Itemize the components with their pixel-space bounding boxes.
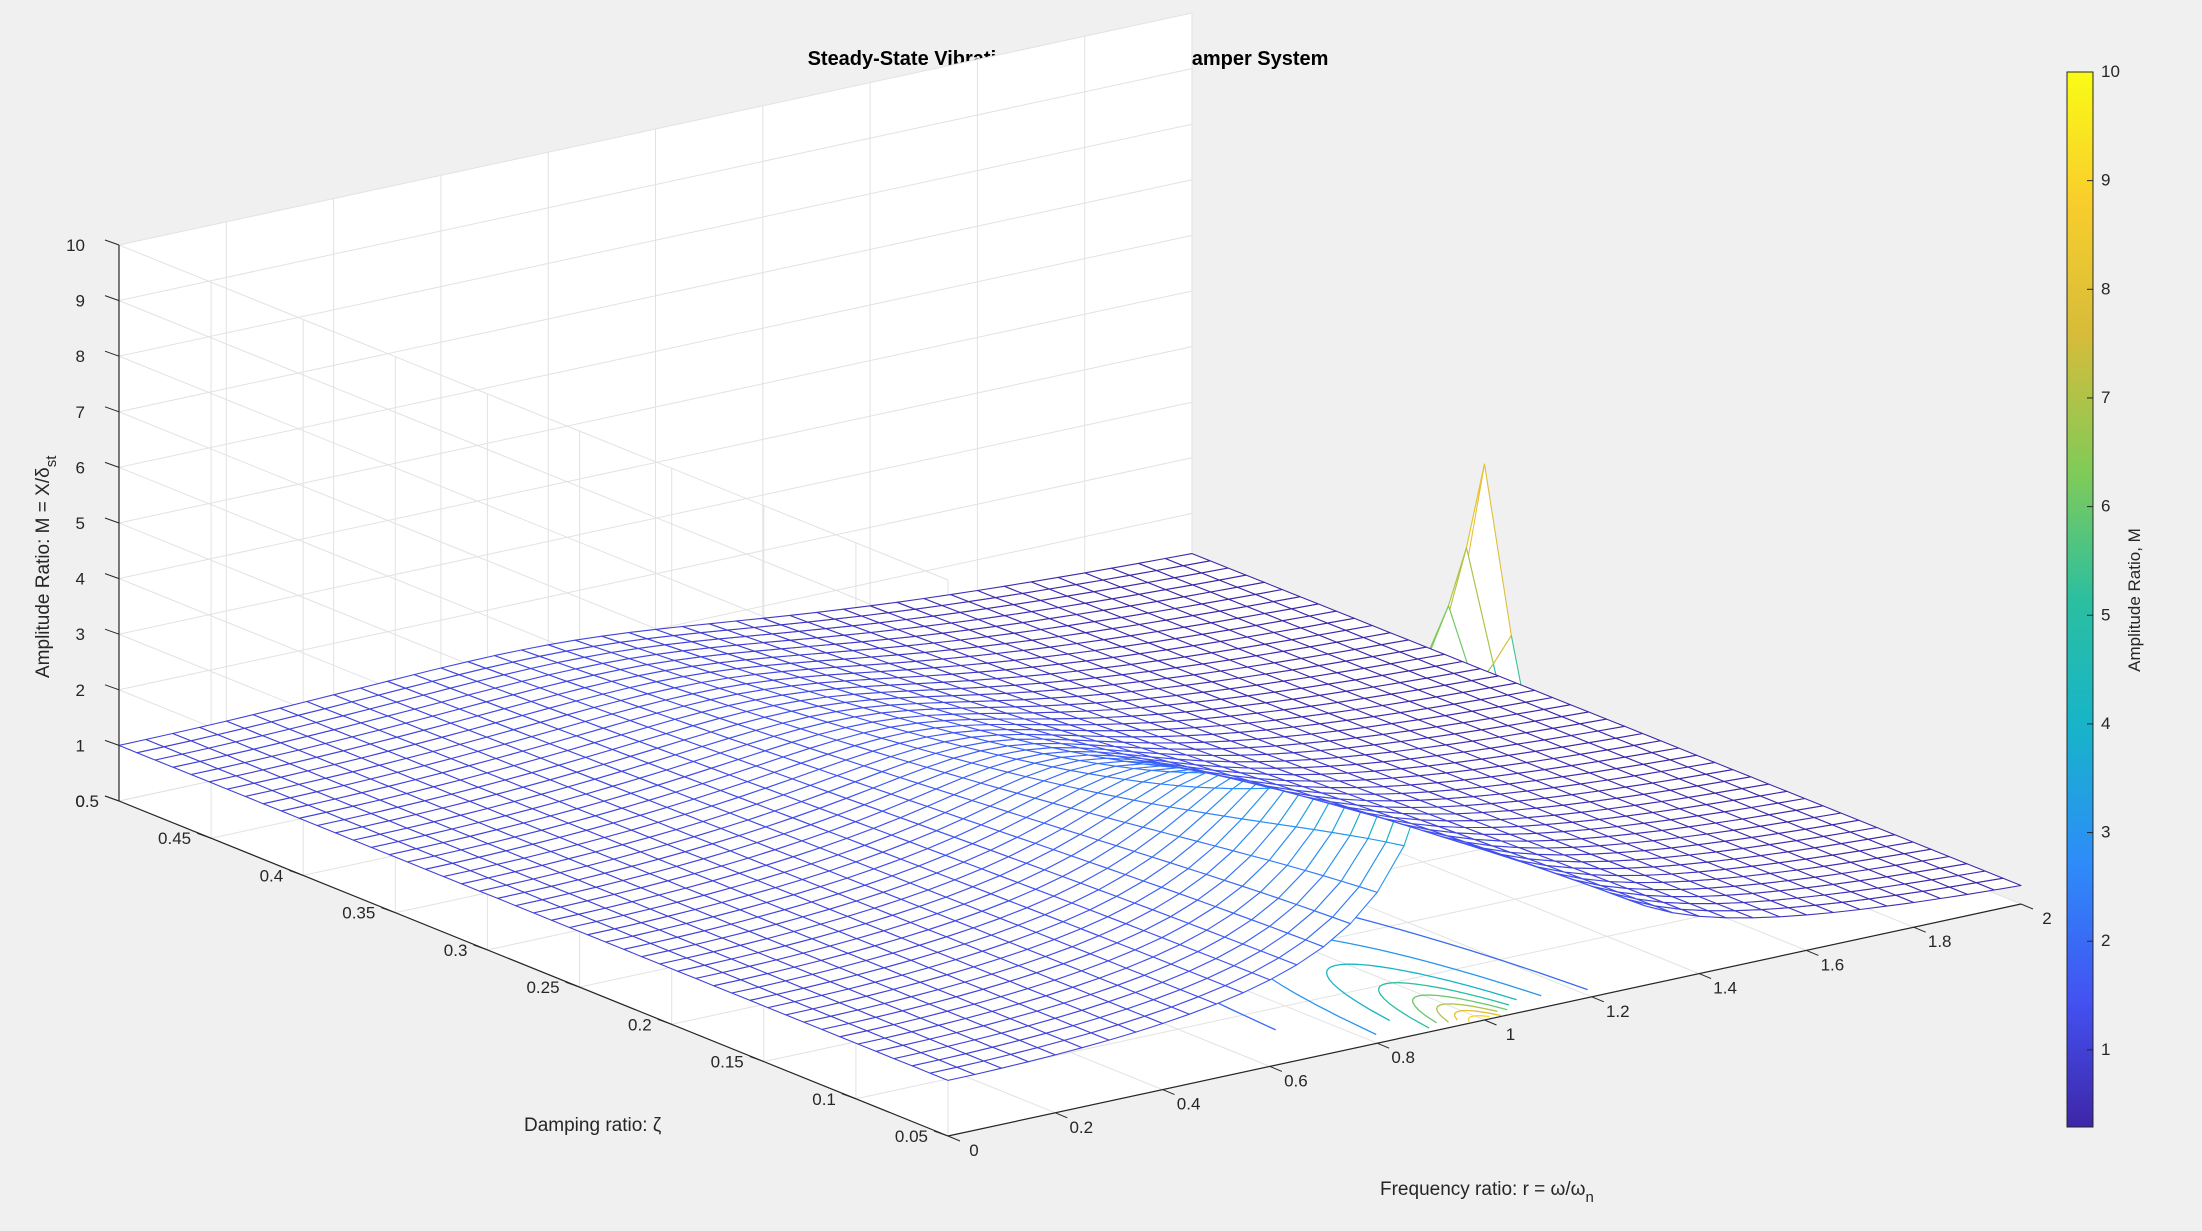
- colorbar-ticks: 1 2 3 4 5 6 7 8 9 10: [2087, 62, 2120, 1059]
- y-tick-mark: [841, 1093, 857, 1100]
- x-tick-label: 0.4: [1177, 1095, 1201, 1114]
- x-tick-mark: [2020, 903, 2034, 910]
- y-tick-label: 0.05: [895, 1127, 928, 1146]
- z-tick-mark: [104, 739, 120, 746]
- contour-line: [1378, 982, 1510, 1029]
- x-tick-label: 1: [1506, 1025, 1515, 1044]
- colorbar-tick-label: 7: [2101, 388, 2110, 407]
- y-axis-line: [118, 800, 949, 1137]
- contour-line: [1435, 1003, 1498, 1023]
- z-axis-label: Amplitude Ratio: M = X/δst: [33, 455, 60, 678]
- tick-labels: 0 0.2 0.4 0.6 0.8 1 1.2 1.4 1.6 1.8 2 0.05 0.1 0.15 0.…: [66, 236, 2052, 1160]
- z-axis-label-sub: st: [43, 455, 60, 468]
- x-tick-label: 1.8: [1928, 932, 1952, 951]
- x-tick-mark: [1913, 926, 1926, 933]
- z-tick-label: 0: [76, 792, 85, 811]
- colorbar-tick-label: 3: [2101, 823, 2110, 842]
- y-tick-label: 0.3: [444, 941, 468, 960]
- x-tick-label: 0.6: [1284, 1071, 1308, 1090]
- colorbar: 1 2 3 4 5 6 7 8 9 10 Amplitude Ratio, M: [2066, 62, 2144, 1128]
- y-tick-mark: [473, 944, 488, 951]
- contour-line: [1454, 1009, 1502, 1021]
- z-tick-mark: [104, 406, 120, 413]
- surface-face: [118, 738, 165, 754]
- colorbar-tick-label: 5: [2101, 605, 2110, 624]
- z-tick-mark: [104, 239, 120, 246]
- x-tick-mark: [1162, 1089, 1175, 1096]
- contour-line: [1467, 1015, 1490, 1023]
- colorbar-tick-label: 1: [2101, 1040, 2110, 1059]
- x-tick-mark: [1591, 996, 1604, 1003]
- x-tick-mark: [1698, 973, 1712, 980]
- z-tick-mark: [104, 795, 120, 802]
- z-tick-label: 7: [76, 403, 85, 422]
- colorbar-tick-label: 2: [2101, 931, 2110, 950]
- colorbar-tick-label: 9: [2101, 171, 2110, 190]
- y-tick-mark: [289, 869, 304, 876]
- z-axis-label-main: Amplitude Ratio: M = X/δ: [33, 467, 54, 678]
- colorbar-gradient: [2066, 71, 2094, 1128]
- y-tick-mark: [657, 1018, 672, 1025]
- y-tick-mark: [381, 907, 396, 914]
- z-tick-mark: [104, 684, 120, 691]
- x-tick-label: 1.6: [1821, 955, 1845, 974]
- y-tick-label: 0.1: [812, 1090, 836, 1109]
- y-tick-label: 0.25: [526, 978, 559, 997]
- y-tick-label: 0.5: [75, 792, 99, 811]
- surface-mesh: [118, 463, 2022, 1081]
- y-tick-label: 0.15: [711, 1053, 744, 1072]
- y-tick-mark: [565, 981, 580, 988]
- z-tick-label: 6: [76, 458, 85, 477]
- x-tick-label: 1.2: [1606, 1002, 1630, 1021]
- colorbar-tick-label: 10: [2101, 62, 2120, 81]
- z-tick-mark: [104, 295, 120, 302]
- z-tick-mark: [104, 628, 120, 635]
- x-tick-label: 0: [969, 1141, 978, 1160]
- colorbar-tick-label: 8: [2101, 279, 2110, 298]
- x-tick-mark: [1377, 1042, 1390, 1049]
- z-tick-mark: [104, 350, 120, 357]
- z-tick-label: 9: [76, 292, 85, 311]
- x-axis-label: Frequency ratio: r = ω/ωn: [1380, 1179, 1594, 1206]
- colorbar-tick-label: 4: [2101, 714, 2110, 733]
- x-tick-label: 0.8: [1391, 1048, 1415, 1067]
- z-tick-label: 8: [76, 347, 85, 366]
- y-tick-label: 0.45: [158, 829, 191, 848]
- y-tick-label: 0.2: [628, 1015, 652, 1034]
- x-axis-label-main: Frequency ratio: r = ω/ω: [1380, 1179, 1586, 1200]
- z-tick-label: 10: [66, 236, 85, 255]
- z-tick-mark: [104, 573, 120, 580]
- y-tick-mark: [749, 1056, 764, 1063]
- x-tick-mark: [1484, 1019, 1497, 1026]
- y-tick-label: 0.4: [260, 866, 284, 885]
- z-tick-mark: [104, 461, 120, 468]
- x-tick-label: 2: [2042, 909, 2051, 928]
- x-tick-mark: [1055, 1112, 1068, 1119]
- x-tick-mark: [1269, 1065, 1283, 1072]
- colorbar-label: Amplitude Ratio, M: [2125, 528, 2144, 672]
- y-tick-mark: [196, 832, 212, 839]
- y-axis-label: Damping ratio: ζ: [524, 1115, 662, 1136]
- x-tick-mark: [947, 1135, 961, 1142]
- x-axis-label-sub: n: [1586, 1189, 1594, 1206]
- y-tick-mark: [933, 1130, 949, 1137]
- contour-line: [1325, 963, 1517, 1022]
- z-tick-label: 5: [76, 514, 85, 533]
- y-tick-label: 0.35: [342, 904, 375, 923]
- z-tick-mark: [104, 517, 120, 524]
- x-tick-mark: [1806, 949, 1819, 956]
- x-tick-label: 0.2: [1069, 1118, 1093, 1137]
- colorbar-tick-label: 6: [2101, 497, 2110, 516]
- x-tick-label: 1.4: [1713, 979, 1737, 998]
- z-tick-label: 4: [76, 570, 85, 589]
- z-tick-label: 1: [76, 736, 85, 755]
- z-tick-label: 3: [76, 625, 85, 644]
- z-tick-label: 2: [76, 681, 85, 700]
- contour-line: [1412, 994, 1508, 1024]
